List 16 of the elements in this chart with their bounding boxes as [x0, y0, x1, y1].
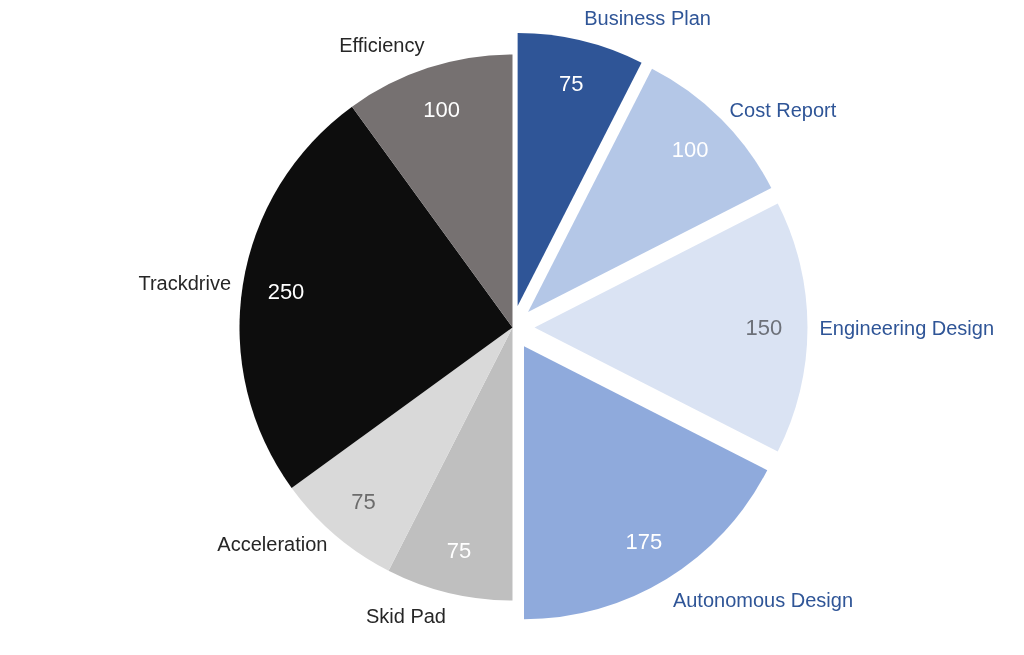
slice-label: Autonomous Design: [672, 589, 854, 612]
slice-label: Engineering Design: [819, 316, 995, 339]
data-label: 100: [423, 96, 460, 122]
data-label: 175: [625, 529, 663, 555]
slice-label: Acceleration: [217, 533, 328, 556]
data-label: 75: [446, 537, 472, 563]
slice-label: Trackdrive: [138, 271, 232, 294]
data-label: 75: [351, 489, 376, 515]
slice-label: Skid Pad: [365, 604, 446, 627]
slice-label: Cost Report: [729, 99, 837, 122]
data-label: 150: [745, 315, 783, 340]
data-label: 75: [558, 70, 584, 96]
slice-label: Business Plan: [584, 6, 711, 29]
data-label: 250: [267, 279, 305, 305]
slice-label: Efficiency: [339, 34, 425, 57]
data-label: 100: [671, 137, 709, 163]
